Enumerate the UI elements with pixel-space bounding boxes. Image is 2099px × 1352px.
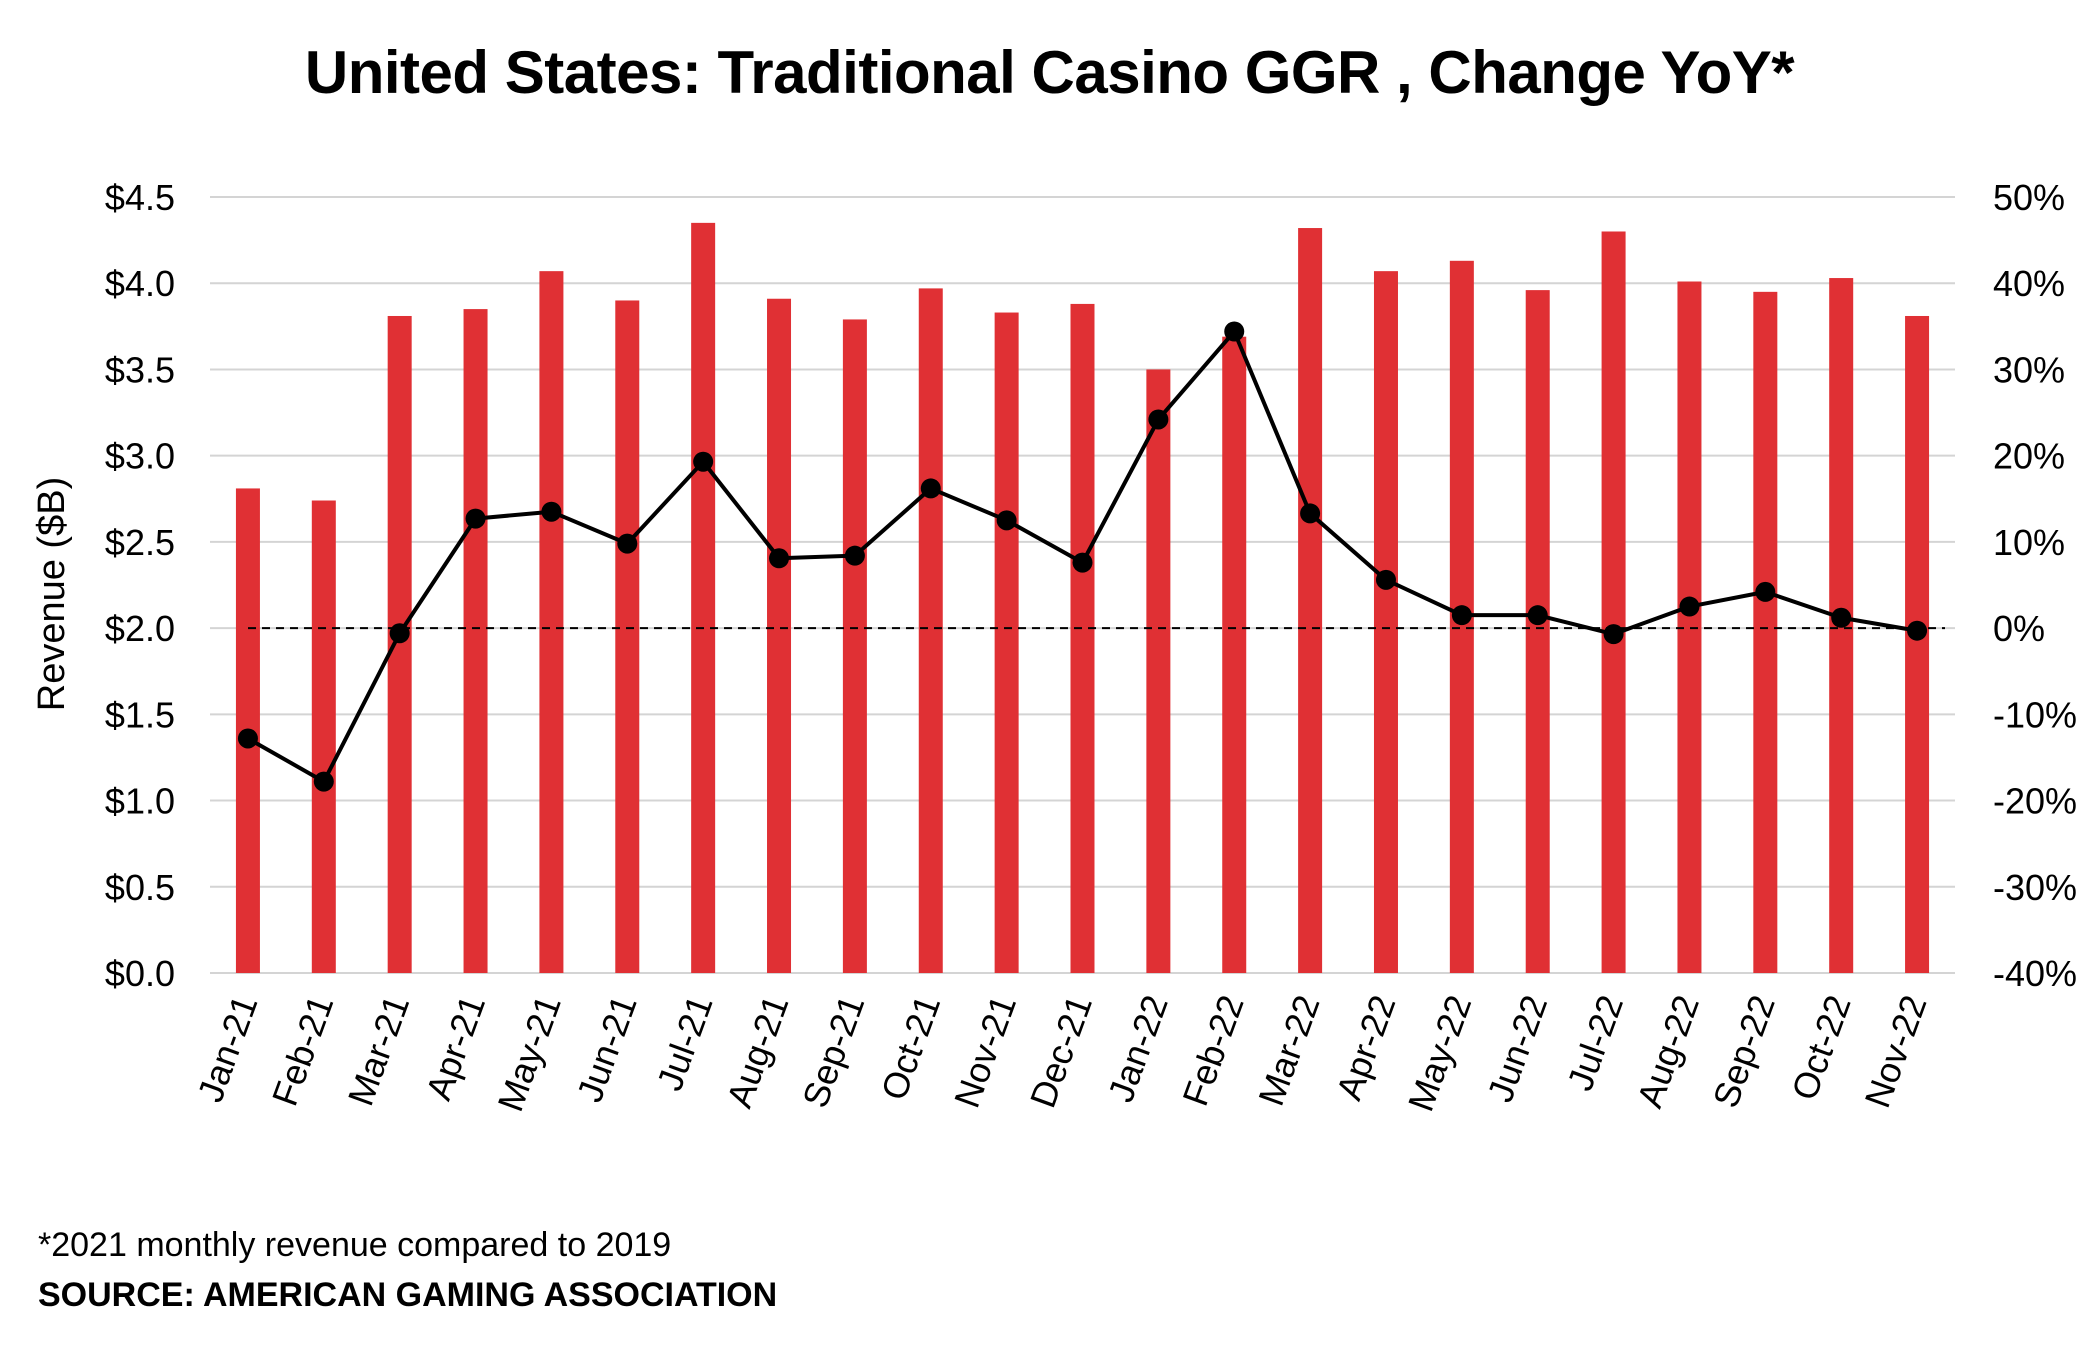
x-tick-label: Jun-22 (1479, 990, 1555, 1107)
revenue-bar (691, 222, 716, 973)
x-tick-label: Mar-21 (340, 990, 418, 1111)
yoy-point (1603, 624, 1624, 645)
yoy-point (1148, 409, 1169, 430)
y2-tick-label: -30% (1993, 867, 2077, 908)
x-tick-label: May-21 (489, 990, 569, 1117)
revenue-bar (1373, 271, 1398, 973)
yoy-point (1755, 581, 1776, 602)
y2-tick-label: -10% (1993, 694, 2077, 735)
footnote: *2021 monthly revenue compared to 2019 (38, 1226, 672, 1264)
revenue-bar (1753, 291, 1778, 973)
yoy-point (920, 478, 941, 499)
y2-tick-label: 40% (1993, 263, 2065, 304)
revenue-bar (994, 312, 1019, 973)
y2-tick-label: 50% (1993, 177, 2065, 218)
yoy-point (1375, 569, 1396, 590)
yoy-point (1072, 552, 1093, 573)
x-tick-label: May-22 (1400, 990, 1480, 1117)
revenue-bar (539, 271, 564, 973)
x-tick-label: Jan-22 (1100, 990, 1176, 1107)
yoy-point (617, 533, 638, 554)
y-tick-label: $0.5 (105, 867, 175, 908)
revenue-bars (235, 222, 1930, 974)
yoy-point (541, 501, 562, 522)
yoy-point (1451, 605, 1472, 626)
y2-tick-label: 0% (1993, 608, 2045, 649)
x-tick-label: Sep-22 (1705, 990, 1783, 1113)
yoy-point (769, 548, 790, 569)
y2-tick-label: 20% (1993, 436, 2065, 477)
y-axis-right: -40% -30% -20% -10% 0% 10% 20% 30% 40% 50% (1993, 177, 2077, 994)
y-tick-label: $1.0 (105, 781, 175, 822)
y-tick-label: $3.0 (105, 436, 175, 477)
y2-tick-label: 10% (1993, 522, 2065, 563)
revenue-bar (1298, 228, 1323, 974)
yoy-point (1907, 620, 1928, 641)
x-tick-label: Apr-21 (418, 990, 493, 1106)
yoy-point (465, 508, 486, 529)
revenue-bar (918, 288, 943, 973)
y-tick-label: $0.0 (105, 953, 175, 994)
y2-tick-label: 30% (1993, 349, 2065, 390)
revenue-bar (387, 315, 412, 973)
revenue-bar (767, 298, 792, 974)
x-tick-label: Nov-22 (1856, 990, 1934, 1113)
x-tick-label: Jun-21 (569, 990, 645, 1107)
x-tick-label: Mar-22 (1250, 990, 1328, 1111)
x-tick-label: Feb-21 (264, 990, 342, 1111)
y2-tick-label: -20% (1993, 781, 2077, 822)
y-tick-label: $2.5 (105, 522, 175, 563)
revenue-bar (1525, 290, 1550, 973)
revenue-bar (1146, 369, 1171, 973)
yoy-point (693, 451, 714, 472)
yoy-point (313, 771, 334, 792)
x-tick-label: Jul-21 (649, 990, 721, 1096)
y-tick-label: $2.0 (105, 608, 175, 649)
source-credit: SOURCE: AMERICAN GAMING ASSOCIATION (38, 1276, 778, 1314)
x-tick-label: Oct-22 (1783, 990, 1858, 1106)
y-tick-label: $4.0 (105, 263, 175, 304)
x-tick-label: Jan-21 (189, 990, 265, 1107)
x-tick-label: Sep-21 (794, 990, 872, 1113)
x-tick-label: Dec-21 (1022, 990, 1100, 1113)
y-tick-label: $3.5 (105, 349, 175, 390)
x-tick-label: Nov-21 (946, 990, 1024, 1113)
y-tick-label: $1.5 (105, 694, 175, 735)
x-tick-label: Feb-22 (1174, 990, 1252, 1111)
y-tick-label: $4.5 (105, 177, 175, 218)
revenue-bar (1070, 303, 1095, 974)
yoy-point (389, 623, 410, 644)
yoy-point (1224, 321, 1245, 342)
yoy-point (996, 510, 1017, 531)
x-tick-label: Oct-21 (873, 990, 948, 1106)
revenue-bar (1905, 315, 1930, 973)
x-tick-label: Jul-22 (1559, 990, 1631, 1096)
yoy-point (844, 545, 865, 566)
x-tick-label: Aug-22 (1629, 990, 1707, 1113)
x-tick-label: Apr-22 (1328, 990, 1403, 1106)
revenue-bar (842, 319, 867, 973)
revenue-bar (1601, 231, 1626, 973)
revenue-bar (1222, 336, 1247, 973)
yoy-point (1300, 503, 1321, 524)
chart-title: United States: Traditional Casino GGR , … (304, 39, 1795, 106)
yoy-point (1527, 605, 1548, 626)
revenue-bar (311, 500, 336, 973)
revenue-bar (463, 309, 488, 974)
y-axis-label: Revenue ($B) (31, 477, 73, 711)
yoy-change-line (237, 321, 1928, 792)
y-axis-left: $0.0 $0.5 $1.0 $1.5 $2.0 $2.5 $3.0 $3.5 $4.0 $4.5 (105, 177, 175, 994)
x-tick-label: Aug-21 (718, 990, 796, 1113)
yoy-point (1831, 607, 1852, 628)
yoy-point (1679, 596, 1700, 617)
y2-tick-label: -40% (1993, 953, 2077, 994)
yoy-point (237, 728, 258, 749)
revenue-bar (615, 300, 640, 973)
